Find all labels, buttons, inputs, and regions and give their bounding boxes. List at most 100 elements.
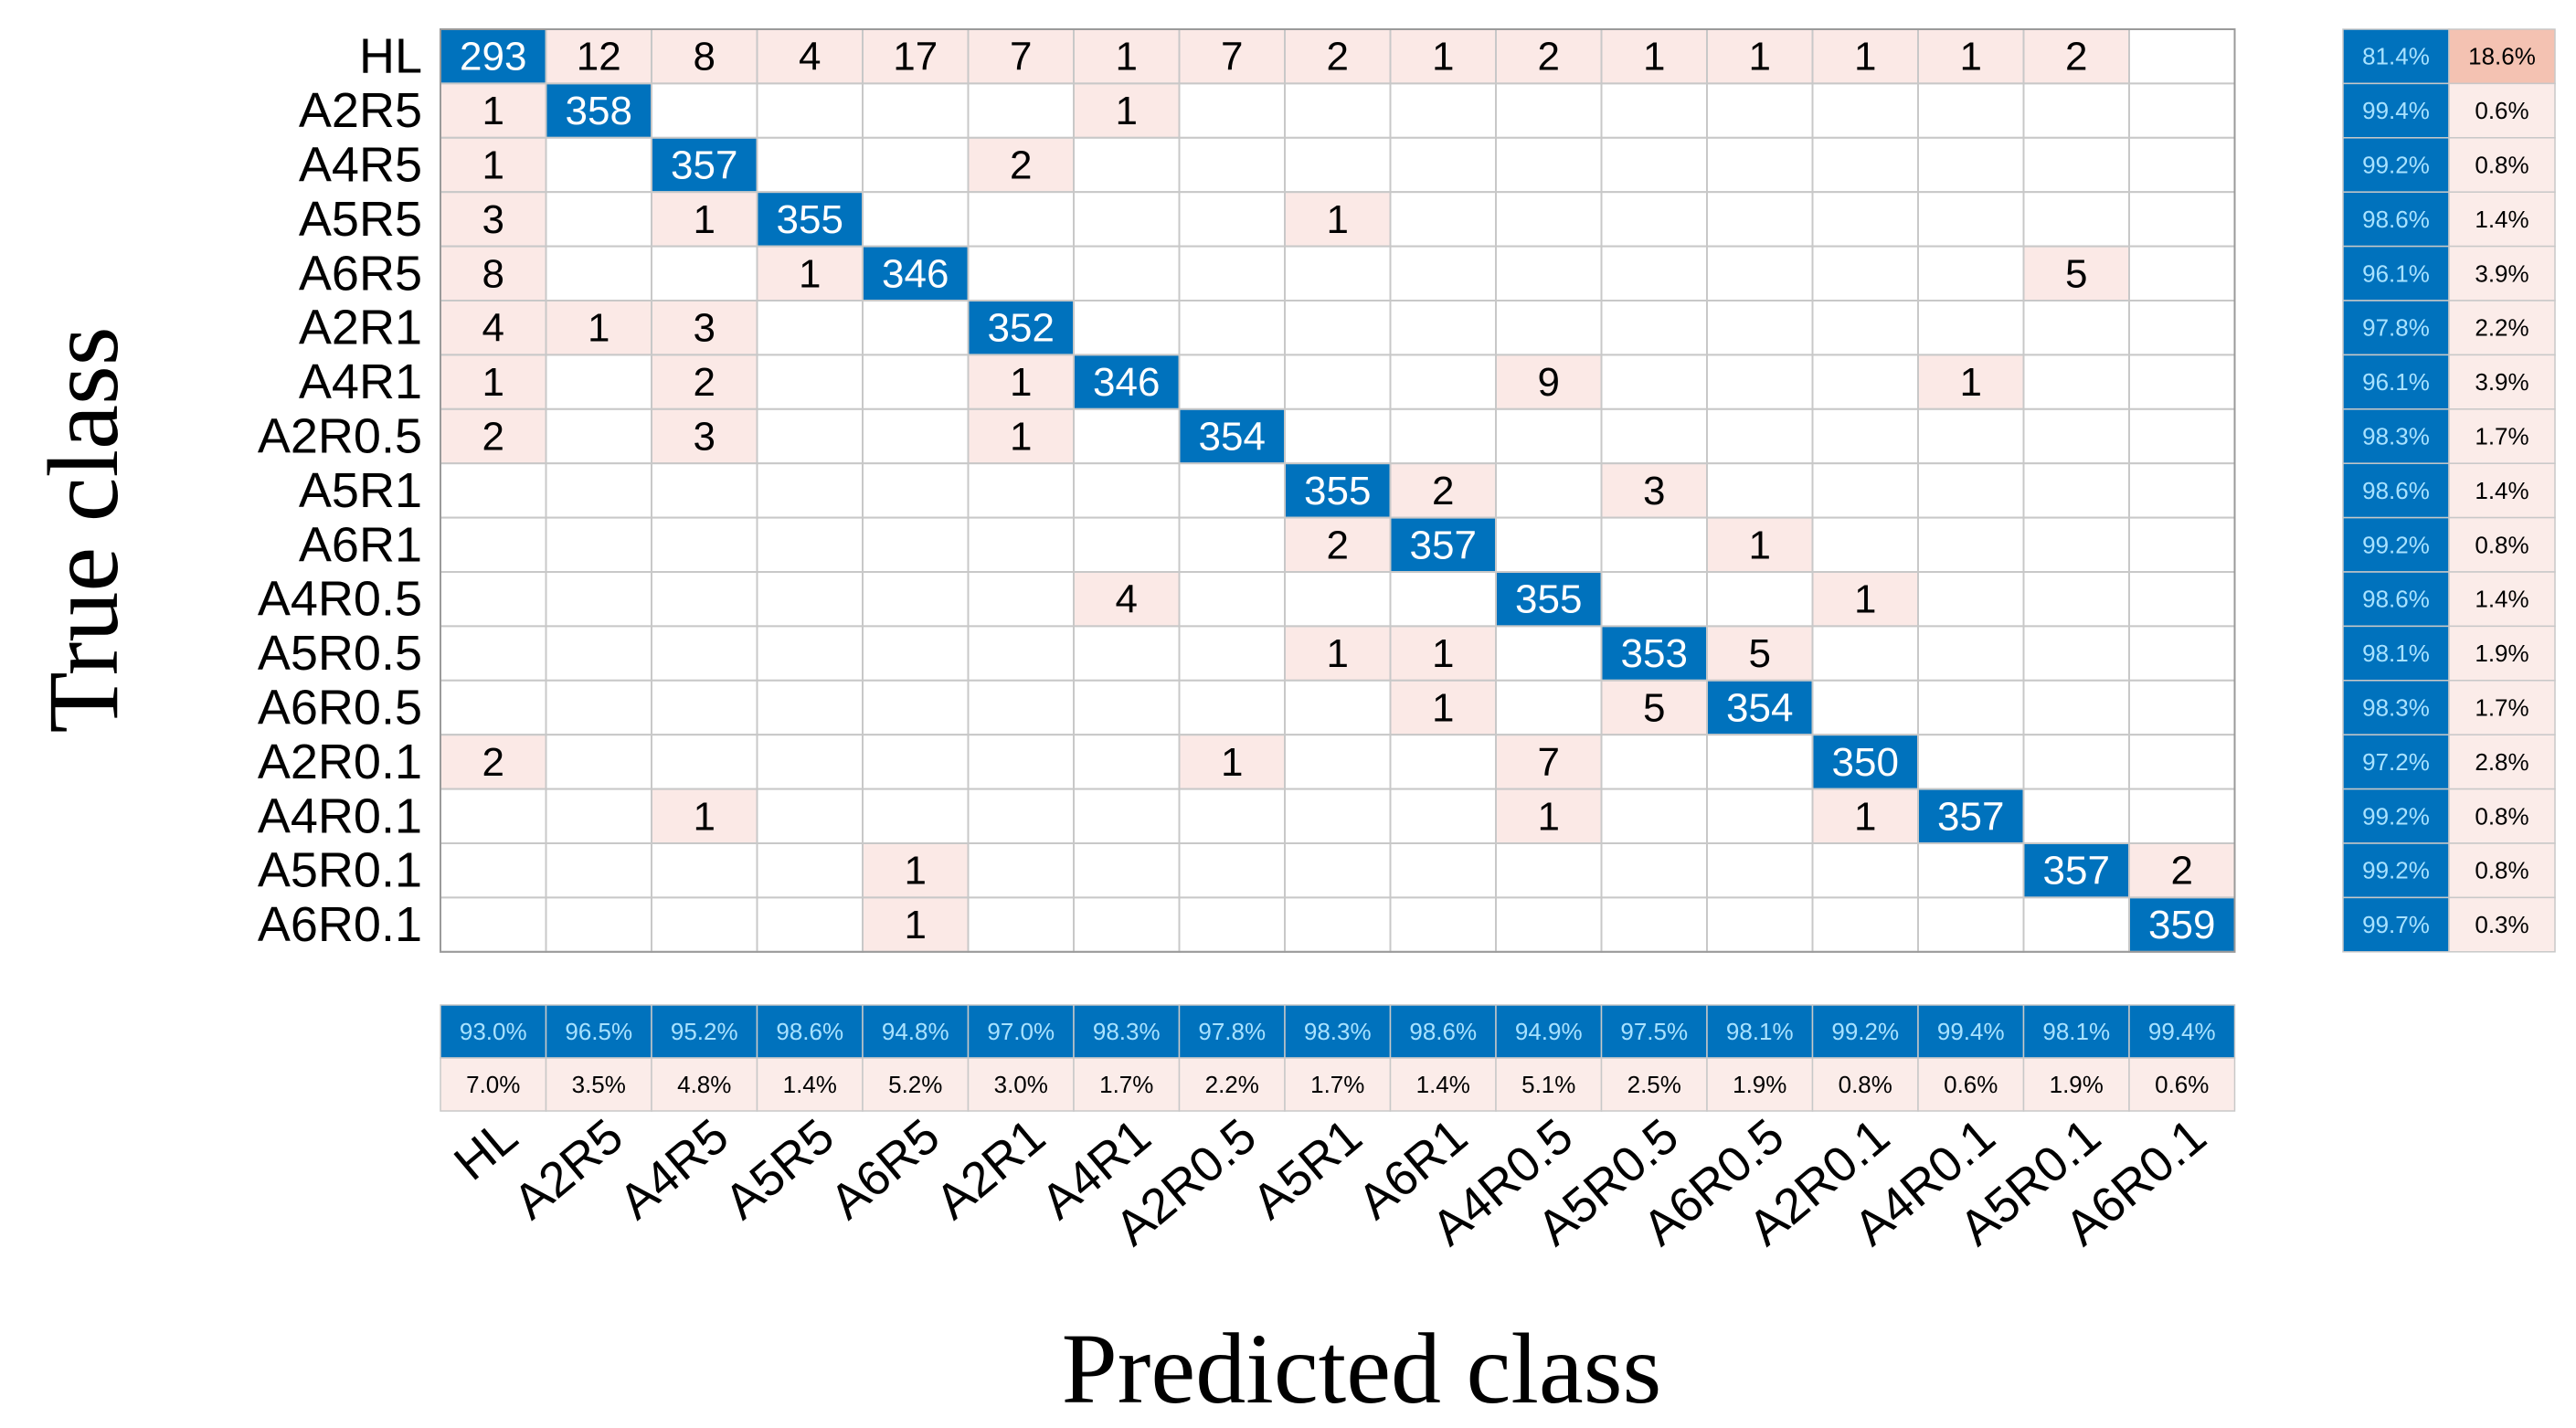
column-summary-correct-cell	[1389, 1004, 1497, 1059]
column-summary-incorrect-value: 4.8%	[677, 1071, 731, 1098]
column-summary-incorrect-value: 2.2%	[1205, 1071, 1259, 1098]
column-summary-incorrect-cell	[2022, 1057, 2130, 1112]
matrix-cell	[2128, 191, 2236, 248]
column-summary-correct-cell	[1284, 1004, 1392, 1059]
matrix-cell	[440, 788, 547, 844]
matrix-value: 2	[1432, 469, 1454, 513]
matrix-cell	[651, 245, 758, 302]
matrix-cell	[862, 354, 970, 410]
matrix-cell	[1178, 300, 1286, 356]
column-summary-incorrect-cell	[1600, 1057, 1708, 1112]
row-summary-incorrect-cell	[2448, 300, 2556, 356]
matrix-value: 3	[482, 197, 504, 242]
matrix-cell	[1917, 82, 2025, 139]
matrix-cell	[1811, 516, 1919, 573]
column-summary-correct-value: 98.1%	[1726, 1018, 1794, 1045]
matrix-value: 354	[1726, 686, 1793, 731]
matrix-value: 5	[2065, 251, 2087, 296]
row-summary-incorrect-cell	[2448, 408, 2556, 464]
matrix-cell	[756, 300, 864, 356]
column-summary-incorrect-cell	[2128, 1057, 2236, 1112]
column-summary-incorrect-value: 1.9%	[1733, 1071, 1786, 1098]
matrix-cell	[1389, 354, 1497, 410]
matrix-cell	[545, 354, 652, 410]
column-summary-correct-value: 98.3%	[1304, 1018, 1372, 1045]
matrix-cell	[1917, 245, 2025, 302]
matrix-cell	[1073, 407, 1181, 465]
row-summary-incorrect-cell	[2448, 571, 2556, 628]
column-summary-correct-cell	[967, 1004, 1075, 1059]
column-summary-incorrect-value: 5.2%	[888, 1071, 942, 1098]
matrix-cell	[1811, 354, 1919, 410]
matrix-cell	[1284, 625, 1392, 682]
matrix-cell	[1706, 788, 1814, 844]
matrix-cell	[1917, 625, 2025, 682]
matrix-cell	[2128, 136, 2236, 194]
matrix-cell	[651, 896, 758, 953]
matrix-cell	[651, 788, 758, 844]
matrix-cell	[1178, 245, 1286, 302]
matrix-cell	[756, 896, 864, 953]
matrix-value: 1	[482, 143, 504, 188]
matrix-cell	[1495, 354, 1603, 410]
row-summary-incorrect-value: 1.7%	[2475, 423, 2528, 450]
row-summary-correct-value: 97.2%	[2362, 748, 2430, 776]
matrix-cell	[1917, 734, 2025, 790]
matrix-cell	[2022, 625, 2130, 682]
matrix-cell	[967, 516, 1075, 573]
row-summary-incorrect-value: 1.9%	[2475, 640, 2528, 667]
matrix-cell	[1917, 679, 2025, 736]
matrix-cell	[651, 82, 758, 139]
matrix-value: 3	[1643, 469, 1665, 513]
matrix-value: 1	[1854, 577, 1876, 622]
column-summary-correct-value: 95.2%	[671, 1018, 738, 1045]
matrix-cell	[2022, 82, 2130, 139]
matrix-cell	[2022, 407, 2130, 465]
matrix-cell	[2128, 28, 2236, 85]
column-summary-correct-cell	[545, 1004, 652, 1059]
column-summary-correct-value: 96.5%	[565, 1018, 632, 1045]
row-summary-incorrect-value: 1.4%	[2475, 206, 2528, 233]
matrix-cell	[1706, 136, 1814, 194]
row-summary-incorrect-value: 3.9%	[2475, 259, 2528, 287]
matrix-cell	[1600, 136, 1708, 194]
matrix-cell	[1706, 407, 1814, 465]
row-label: A2R1	[299, 301, 422, 355]
matrix-value: 1	[905, 903, 927, 947]
matrix-cell	[2022, 462, 2130, 519]
matrix-cell	[1389, 407, 1497, 465]
matrix-value: 17	[893, 35, 938, 79]
matrix-cell	[1178, 571, 1286, 628]
column-summary-incorrect-value: 2.5%	[1627, 1071, 1681, 1098]
row-summary-correct-cell	[2342, 462, 2450, 519]
matrix-cell	[2128, 82, 2236, 139]
matrix-cell	[862, 625, 970, 682]
matrix-cell	[1706, 245, 1814, 302]
matrix-cell	[1811, 625, 1919, 682]
matrix-cell	[1284, 679, 1392, 736]
matrix-cell	[1600, 245, 1708, 302]
matrix-value: 7	[1538, 740, 1560, 785]
matrix-cell	[1495, 245, 1603, 302]
matrix-cell	[2022, 354, 2130, 410]
matrix-value: 7	[1010, 35, 1032, 79]
matrix-value: 1	[1116, 35, 1138, 79]
matrix-value: 1	[1854, 35, 1876, 79]
matrix-value: 3	[694, 415, 716, 460]
row-summary-correct-cell	[2342, 842, 2450, 899]
matrix-value: 1	[1432, 631, 1454, 676]
matrix-cell	[1600, 407, 1708, 465]
matrix-cell	[545, 462, 652, 519]
matrix-cell	[1600, 191, 1708, 248]
matrix-cell	[440, 842, 547, 899]
matrix-cell	[545, 136, 652, 194]
matrix-cell	[440, 28, 547, 85]
matrix-value: 354	[1199, 415, 1266, 460]
matrix-cell	[545, 842, 652, 899]
matrix-value: 1	[1327, 197, 1349, 242]
row-summary-correct-value: 98.6%	[2362, 477, 2430, 504]
matrix-value: 357	[2043, 849, 2110, 894]
row-label: A5R0.1	[258, 843, 422, 898]
row-summary-correct-value: 98.3%	[2362, 423, 2430, 450]
column-summary-correct-value: 94.8%	[882, 1018, 949, 1045]
